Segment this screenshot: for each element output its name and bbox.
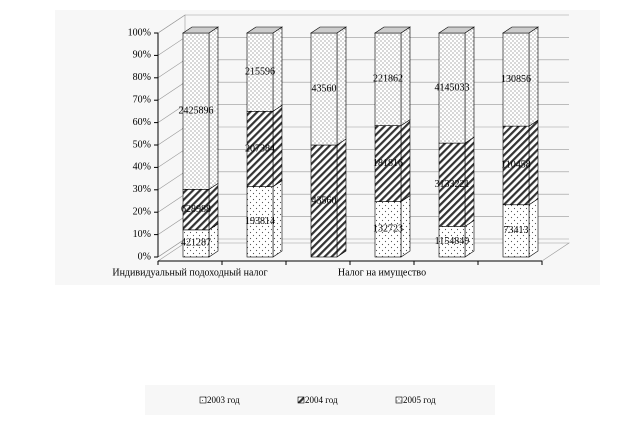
bar (438, 226, 466, 258)
data-label: 628988 (181, 204, 211, 215)
data-label: 1154849 (435, 236, 470, 247)
bar-side (528, 198, 539, 258)
bar (502, 32, 530, 127)
x-tick-label: Индивидуальный подоходный налог (112, 267, 267, 278)
data-label: 43560 (312, 195, 337, 206)
data-label: 4145033 (435, 82, 470, 93)
data-label: 221862 (373, 74, 403, 85)
data-label: 132723 (373, 224, 403, 235)
y-tick-label: 30% (133, 184, 151, 195)
y-tick-label: 60% (133, 117, 151, 128)
bar (374, 201, 402, 258)
bar (310, 32, 338, 146)
bar (502, 204, 530, 258)
bar (374, 32, 402, 126)
data-label: 181816 (373, 158, 403, 169)
y-tick-label: 70% (133, 94, 151, 105)
legend-swatch (199, 396, 207, 404)
legend-label: 2003 год (207, 395, 240, 405)
legend-swatch (297, 396, 305, 404)
data-label: 421287 (181, 238, 211, 249)
bar (310, 144, 338, 258)
data-label: 207384 (245, 143, 275, 154)
bar-top (246, 26, 283, 34)
data-label: 43560 (312, 83, 337, 94)
data-label: 193814 (245, 216, 275, 227)
bar (438, 142, 466, 227)
bar (182, 189, 210, 231)
data-label: 110458 (501, 160, 531, 171)
bar-top (182, 26, 219, 34)
bar-top (438, 26, 475, 34)
legend-swatch (395, 396, 403, 404)
bar (246, 32, 274, 112)
bar-top (374, 26, 411, 34)
bar (182, 32, 210, 190)
bar-side (336, 138, 347, 258)
y-tick-label: 0% (138, 251, 151, 262)
bar-top (310, 26, 347, 34)
data-label: 73413 (504, 225, 529, 236)
y-tick-label: 80% (133, 72, 151, 83)
bar (374, 125, 402, 202)
x-tick-label: Налог на имущество (338, 267, 426, 278)
data-label: 3133221 (435, 179, 470, 190)
bar (438, 32, 466, 144)
bar (246, 186, 274, 258)
y-tick-label: 40% (133, 162, 151, 173)
bar (182, 229, 210, 258)
data-label: 2425896 (179, 105, 214, 116)
bar (502, 125, 530, 206)
y-tick-label: 10% (133, 229, 151, 240)
grid-line (157, 14, 569, 34)
y-tick-label: 50% (133, 139, 151, 150)
data-label: 130856 (501, 74, 531, 85)
y-tick-label: 90% (133, 50, 151, 61)
bar-top (502, 26, 539, 34)
legend-label: 2005 год (403, 395, 436, 405)
legend-label: 2004 год (305, 395, 338, 405)
bar (246, 110, 274, 187)
y-tick-label: 100% (128, 27, 151, 38)
data-label: 215596 (245, 66, 275, 77)
y-tick-label: 20% (133, 206, 151, 217)
bar-side (336, 26, 347, 146)
